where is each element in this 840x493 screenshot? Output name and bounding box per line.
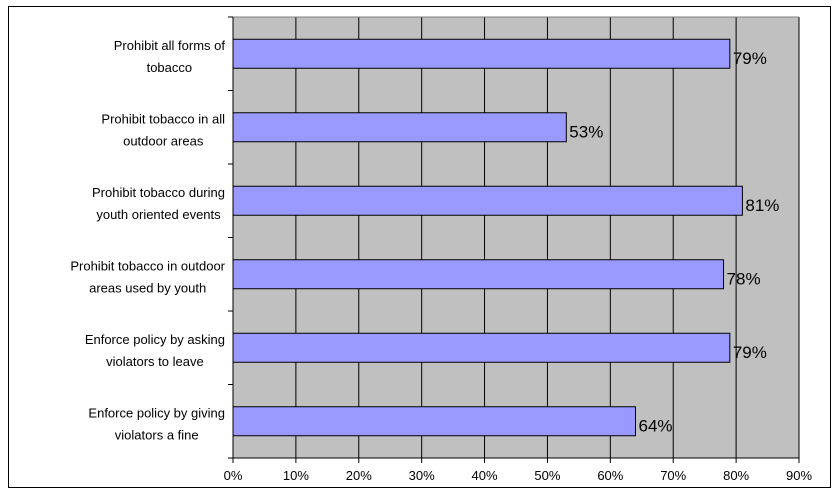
- x-tick-label: 0%: [224, 468, 243, 483]
- bar: [232, 259, 725, 290]
- category-label: Enforce policy by giving violators a fine: [88, 405, 225, 442]
- x-tick-label: 30%: [409, 468, 435, 483]
- category-label: Enforce policy by asking violators to lea…: [85, 332, 225, 369]
- gridlines: [232, 16, 800, 458]
- bar: [232, 185, 743, 216]
- data-label: 79%: [733, 49, 767, 68]
- bar-chart: Prohibit all forms of tobacco Prohibit tob…: [70, 16, 813, 483]
- category-label: Prohibit tobacco in all outdoor areas: [101, 111, 225, 148]
- bar: [232, 38, 731, 69]
- x-tick-label: 20%: [346, 468, 372, 483]
- x-tick-label: 90%: [786, 468, 812, 483]
- data-label: 78%: [727, 269, 761, 288]
- x-tick-label: 50%: [534, 468, 560, 483]
- category-label: Prohibit tobacco during youth oriented ev…: [92, 185, 225, 222]
- plot-background: [233, 17, 799, 458]
- x-tick-labels: 0% 10% 20% 30% 40% 50% 60% 70% 80% 90%: [224, 468, 813, 483]
- x-tick-label: 80%: [723, 468, 749, 483]
- data-labels: 79% 53% 81% 78% 79% 64%: [569, 49, 779, 436]
- category-label: Prohibit all forms of tobacco: [114, 38, 226, 75]
- category-label: Prohibit tobacco in outdoor areas used by…: [70, 258, 225, 295]
- bar: [232, 406, 636, 437]
- bar: [232, 112, 567, 143]
- x-tick-label: 70%: [660, 468, 686, 483]
- x-tick-label: 60%: [597, 468, 623, 483]
- data-label: 81%: [745, 196, 779, 215]
- x-tick-label: 10%: [283, 468, 309, 483]
- category-labels: Prohibit all forms of tobacco Prohibit tob…: [70, 38, 225, 443]
- bar: [232, 332, 731, 363]
- data-label: 64%: [638, 416, 672, 435]
- data-label: 53%: [569, 122, 603, 141]
- data-label: 79%: [733, 343, 767, 362]
- chart-frame: Prohibit all forms of tobacco Prohibit tob…: [8, 6, 831, 488]
- axes: [228, 16, 800, 463]
- x-tick-label: 40%: [472, 468, 498, 483]
